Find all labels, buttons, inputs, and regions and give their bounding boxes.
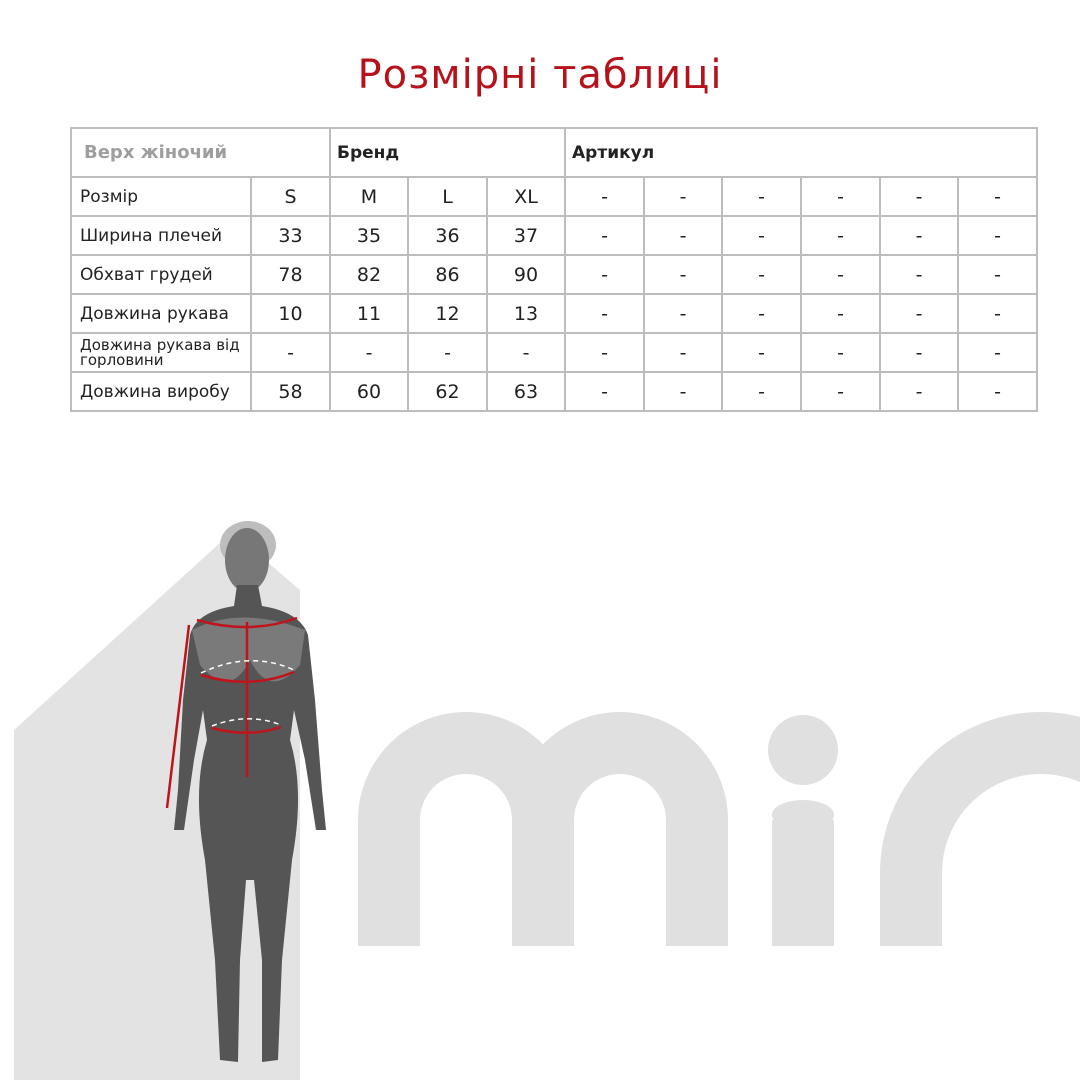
size-value-cell: 82: [329, 254, 409, 295]
article-value-cell: -: [643, 332, 724, 373]
table-header-row: Верх жіночий Бренд Артикул: [70, 127, 1039, 178]
article-value-cell: -: [721, 371, 803, 412]
page-title: Розмірні таблиці: [357, 52, 723, 98]
article-value-cell: -: [879, 371, 960, 412]
article-value-cell: -: [879, 332, 960, 373]
size-value-cell: 35: [329, 215, 409, 256]
size-value-cell: 62: [407, 371, 488, 412]
article-value-cell: -: [643, 293, 724, 334]
size-value-cell: -: [407, 332, 488, 373]
table-row: Довжина виробу 58 60 62 63- - - - - -: [70, 371, 1039, 412]
size-value-cell: 37: [485, 215, 567, 256]
article-value-cell: -: [800, 332, 882, 373]
woman-silhouette: [165, 521, 326, 1062]
article-value-cell: -: [879, 176, 960, 217]
row-label: Ширина плечей: [70, 215, 252, 256]
size-value-cell: L: [407, 176, 488, 217]
size-value-cell: M: [329, 176, 409, 217]
size-value-cell: 12: [407, 293, 488, 334]
row-label: Обхват грудей: [70, 254, 252, 295]
size-value-cell: S: [250, 176, 331, 217]
size-value-cell: 78: [250, 254, 331, 295]
table-row: Розмір S M L XL - - - - - -: [70, 176, 1039, 217]
row-label: Довжина виробу: [70, 371, 252, 412]
size-chart-table: Верх жіночий Бренд Артикул Розмір S M L XL - -…: [70, 127, 1039, 412]
table-row: Ширина плечей 33 35 36 37- - - - - -: [70, 215, 1039, 256]
size-value-cell: -: [250, 332, 331, 373]
article-label: Артикул: [564, 127, 1039, 178]
article-value-cell: -: [564, 332, 646, 373]
size-value-cell: XL: [485, 176, 567, 217]
size-value-cell: 10: [250, 293, 331, 334]
category-label: Верх жіночий: [70, 127, 331, 178]
article-value-cell: -: [564, 371, 646, 412]
size-value-cell: 63: [485, 371, 567, 412]
article-value-cell: -: [564, 215, 646, 256]
table-row: Обхват грудей 78 82 86 90- - - - - -: [70, 254, 1039, 295]
size-value-cell: 58: [250, 371, 331, 412]
article-value-cell: -: [957, 371, 1039, 412]
article-value-cell: -: [721, 215, 803, 256]
article-value-cell: -: [800, 215, 882, 256]
size-value-cell: -: [485, 332, 567, 373]
size-value-cell: 33: [250, 215, 331, 256]
article-value-cell: -: [800, 176, 882, 217]
article-value-cell: -: [879, 293, 960, 334]
article-value-cell: -: [879, 215, 960, 256]
article-value-cell: -: [800, 254, 882, 295]
size-value-cell: 60: [329, 371, 409, 412]
table-row: Довжина рукава 10 11 12 13- - - - - -: [70, 293, 1039, 334]
table-row: Довжина рукава від горловини - - - - - - - - - -: [70, 332, 1039, 373]
article-value-cell: -: [957, 293, 1039, 334]
row-label: Розмір: [70, 176, 252, 217]
article-value-cell: -: [564, 254, 646, 295]
size-value-cell: 86: [407, 254, 488, 295]
article-value-cell: -: [643, 371, 724, 412]
brand-label: Бренд: [328, 127, 567, 178]
article-value-cell: -: [957, 254, 1039, 295]
article-value-cell: -: [957, 176, 1039, 217]
article-value-cell: -: [957, 332, 1039, 373]
article-value-cell: -: [800, 371, 882, 412]
size-value-cell: 11: [329, 293, 409, 334]
article-value-cell: -: [643, 254, 724, 295]
size-value-cell: 36: [407, 215, 488, 256]
article-value-cell: -: [957, 215, 1039, 256]
article-value-cell: -: [879, 254, 960, 295]
row-label: Довжина рукава від горловини: [70, 332, 252, 373]
article-value-cell: -: [721, 254, 803, 295]
article-value-cell: -: [564, 293, 646, 334]
article-value-cell: -: [721, 293, 803, 334]
article-value-cell: -: [643, 176, 724, 217]
min-logo: [358, 712, 1080, 946]
size-value-cell: 13: [485, 293, 567, 334]
size-value-cell: -: [329, 332, 409, 373]
row-label: Довжина рукава: [70, 293, 252, 334]
article-value-cell: -: [721, 176, 803, 217]
article-value-cell: -: [721, 332, 803, 373]
article-value-cell: -: [643, 215, 724, 256]
article-value-cell: -: [564, 176, 646, 217]
size-value-cell: 90: [485, 254, 567, 295]
article-value-cell: -: [800, 293, 882, 334]
